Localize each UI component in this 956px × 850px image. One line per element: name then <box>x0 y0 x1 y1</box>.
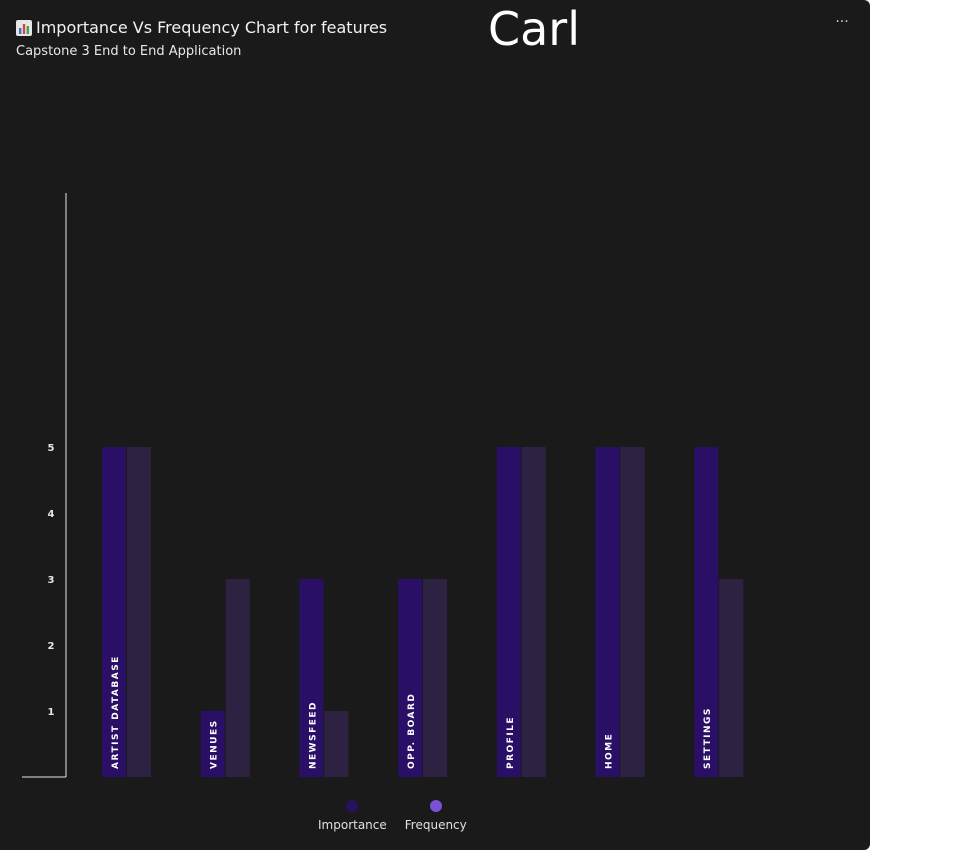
bar-frequency-6 <box>620 447 645 777</box>
legend-label-importance: Importance <box>318 818 387 832</box>
legend-item-importance[interactable]: Importance <box>318 800 387 832</box>
category-label: PROFILE <box>506 716 516 769</box>
bar-frequency-1 <box>127 447 151 777</box>
bar-importance-7 <box>694 447 719 777</box>
chart-title: Importance Vs Frequency Chart for featur… <box>36 18 388 37</box>
bar-importance-6 <box>595 447 620 777</box>
bar-importance-2 <box>200 711 225 777</box>
y-tick-label: 4 <box>48 509 55 520</box>
bar-frequency-4 <box>423 579 448 777</box>
category-label: SETTINGS <box>703 707 713 769</box>
legend-swatch-importance <box>346 800 359 812</box>
legend-swatch-frequency <box>429 800 442 812</box>
chart-panel: Importance Vs Frequency Chart for featur… <box>0 0 870 850</box>
bar-importance-4 <box>398 579 423 777</box>
bar-chart-icon <box>16 19 32 36</box>
bar-importance-5 <box>496 447 521 777</box>
bar-frequency-2 <box>225 579 250 777</box>
bar-importance-1 <box>102 447 126 777</box>
chart-title-row: Importance Vs Frequency Chart for featur… <box>16 18 387 37</box>
more-options-icon[interactable]: ··· <box>835 14 849 30</box>
y-tick-label: 5 <box>48 443 55 454</box>
y-tick-label: 1 <box>48 707 55 718</box>
category-label: NEWSFEED <box>308 701 318 769</box>
bar-chart: 1 2 3 4 5 ARTIST DATABASE VENUES NEWSFEED OPP. B… <box>22 193 744 778</box>
y-tick-label: 3 <box>48 575 55 586</box>
chart-subtitle: Capstone 3 End to End Application <box>16 44 242 59</box>
user-name: Carl <box>488 2 580 56</box>
category-label: ARTIST DATABASE <box>111 655 121 769</box>
bar-frequency-3 <box>324 711 349 777</box>
bar-frequency-5 <box>521 447 546 777</box>
bar-frequency-7 <box>719 579 744 777</box>
category-label: VENUES <box>210 719 220 769</box>
legend-item-frequency[interactable]: Frequency <box>405 800 467 832</box>
legend: Importance Frequency <box>318 800 467 832</box>
y-tick-label: 2 <box>48 641 55 652</box>
category-label: OPP. BOARD <box>407 693 417 769</box>
legend-label-frequency: Frequency <box>404 818 467 832</box>
category-label: HOME <box>605 733 615 769</box>
bar-importance-3 <box>299 579 324 777</box>
